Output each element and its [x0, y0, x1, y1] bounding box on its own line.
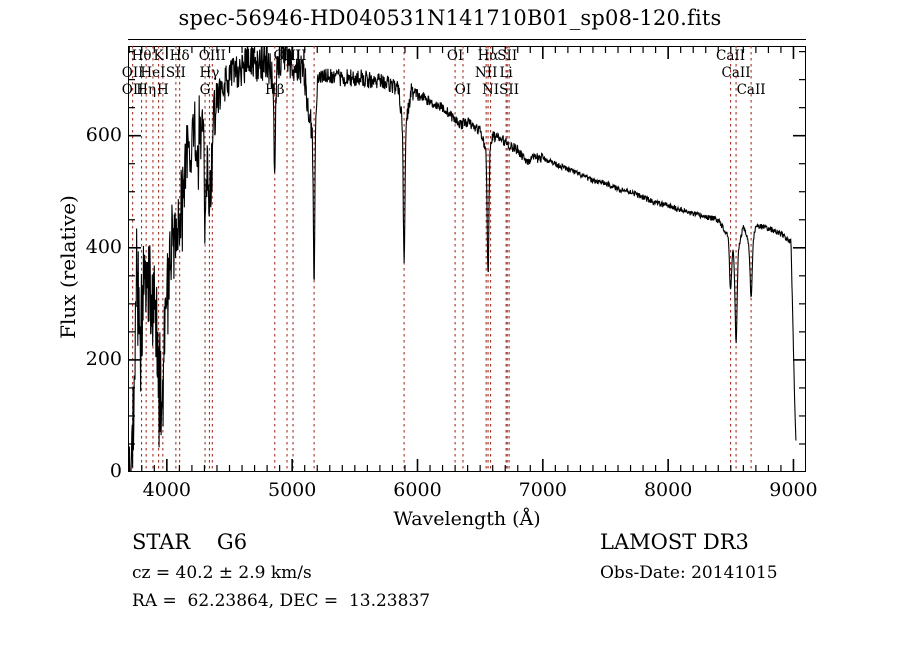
y-tick-label: 200: [85, 347, 122, 370]
line-label: NI: [481, 82, 500, 98]
line-label: OIII: [279, 48, 307, 64]
plot-area: OII OII Hθ Hη HeI K H SII Hδ G Hγ OIII Hβ OIII OIII OI O…: [122, 46, 806, 472]
x-tick-label: 4000: [142, 479, 192, 501]
line-label: CaII: [721, 65, 751, 81]
figure-title: spec-56946-HD040531N141710B01_sp08-120.f…: [178, 6, 722, 30]
line-label: OII: [121, 82, 144, 98]
line-label: OIII: [273, 48, 301, 64]
line-label: Hδ: [169, 48, 190, 64]
line-label: CaII: [716, 48, 746, 64]
y-tick-label: 0: [109, 460, 122, 482]
footer-left-block: STAR G6 cz = 40.2 ± 2.9 km/s RA = 62.238…: [132, 530, 552, 619]
line-label: G: [199, 82, 211, 98]
coordinates: RA = 62.23864, DEC = 13.23837: [132, 591, 431, 611]
line-label: NII: [474, 65, 498, 81]
x-tick-label: 5000: [267, 479, 317, 501]
redshift-velocity: cz = 40.2 ± 2.9 km/s: [132, 563, 312, 583]
line-label: Hγ: [199, 65, 220, 81]
y-axis-tick-labels: 0 200 400 600: [58, 46, 122, 482]
x-tick-label: 9000: [769, 479, 818, 501]
line-label: H: [156, 82, 169, 98]
line-label-group: OII OII Hθ Hη HeI K H SII Hδ G Hγ OIII Hβ OIII OIII OI O…: [122, 46, 806, 472]
line-label: OI: [446, 48, 464, 64]
x-tick-label: 8000: [643, 479, 693, 501]
line-label: Hα: [477, 48, 499, 64]
y-axis-title-wrapper: Flux (relative): [24, 40, 80, 480]
plot-canvas: [128, 46, 806, 472]
x-tick-label: 7000: [518, 479, 567, 501]
line-label: SII: [497, 48, 518, 64]
axis-tick-group: [128, 46, 806, 472]
line-label: SII: [499, 82, 520, 98]
line-label: OII: [121, 65, 144, 81]
x-tick-label: 6000: [393, 479, 442, 501]
title-underline: [128, 39, 806, 40]
line-label: SII: [165, 65, 186, 81]
line-label: Li: [499, 65, 513, 81]
plot-frame: [128, 46, 806, 472]
line-label: Hβ: [264, 82, 285, 98]
footer-right-block: LAMOST DR3 Obs-Date: 20141015: [600, 530, 890, 591]
survey-name: LAMOST DR3: [600, 530, 749, 554]
spectrum-trace: [129, 46, 796, 472]
line-label: Hθ: [131, 48, 152, 64]
y-tick-label: 400: [85, 235, 122, 258]
line-label: OI: [454, 82, 472, 98]
observation-date: Obs-Date: 20141015: [600, 563, 778, 583]
x-axis-title: Wavelength (Å): [393, 508, 541, 530]
y-tick-label: 600: [85, 123, 122, 146]
object-type-and-class: STAR G6: [132, 530, 248, 554]
line-label: K: [153, 48, 164, 64]
line-label: Hη: [136, 82, 157, 98]
x-axis-tick-labels: 4000 5000 6000 7000 8000 9000: [128, 479, 818, 505]
line-label: HeI: [140, 65, 166, 81]
line-label: OIII: [198, 48, 226, 64]
line-label: CaII: [736, 82, 766, 98]
